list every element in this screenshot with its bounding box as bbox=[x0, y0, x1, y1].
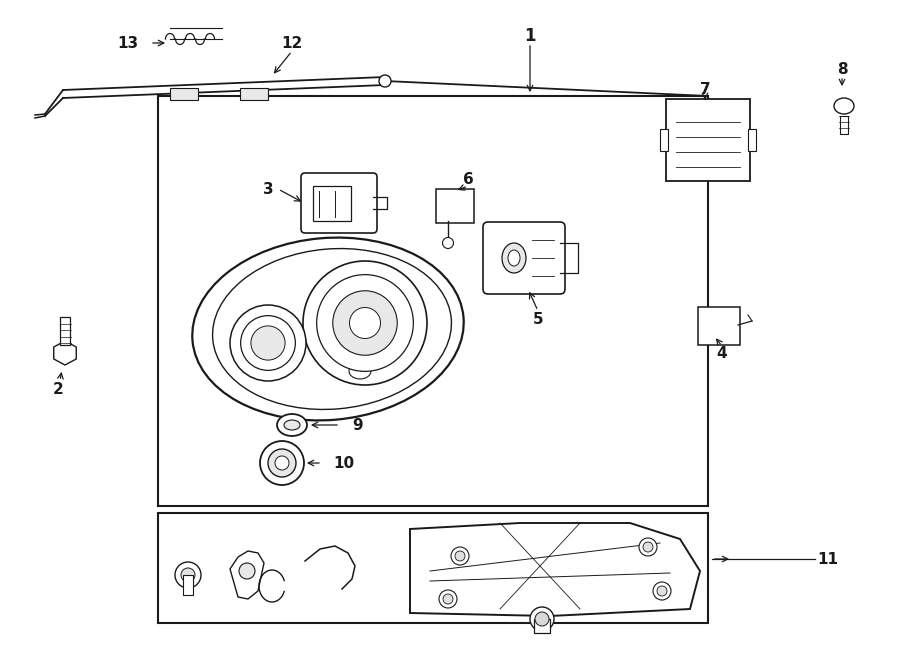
Circle shape bbox=[181, 568, 195, 582]
FancyBboxPatch shape bbox=[698, 307, 740, 345]
Circle shape bbox=[303, 261, 427, 385]
Circle shape bbox=[333, 291, 397, 355]
Circle shape bbox=[317, 274, 413, 371]
Text: 5: 5 bbox=[533, 311, 544, 327]
Circle shape bbox=[653, 582, 671, 600]
Polygon shape bbox=[54, 341, 76, 365]
Bar bbox=[240, 88, 268, 100]
Text: 10: 10 bbox=[333, 455, 355, 471]
Bar bbox=[748, 129, 756, 151]
Text: 8: 8 bbox=[837, 61, 847, 77]
Bar bbox=[158, 513, 708, 623]
Circle shape bbox=[379, 75, 391, 87]
Text: 13: 13 bbox=[117, 36, 139, 50]
FancyBboxPatch shape bbox=[436, 189, 474, 223]
Polygon shape bbox=[410, 523, 700, 616]
Circle shape bbox=[275, 456, 289, 470]
FancyBboxPatch shape bbox=[483, 222, 565, 294]
Bar bbox=[158, 96, 708, 506]
Ellipse shape bbox=[502, 243, 526, 273]
Text: 12: 12 bbox=[282, 36, 302, 50]
Circle shape bbox=[455, 551, 465, 561]
Text: 7: 7 bbox=[699, 81, 710, 97]
Circle shape bbox=[349, 307, 381, 338]
Bar bbox=[183, 575, 193, 595]
Circle shape bbox=[239, 563, 255, 579]
Ellipse shape bbox=[277, 414, 307, 436]
Circle shape bbox=[443, 594, 453, 604]
Bar bbox=[60, 317, 70, 345]
Circle shape bbox=[268, 449, 296, 477]
Bar bbox=[170, 88, 198, 100]
Text: 6: 6 bbox=[463, 171, 473, 186]
Circle shape bbox=[260, 441, 304, 485]
Bar bbox=[534, 619, 550, 633]
Circle shape bbox=[251, 326, 285, 360]
Text: 9: 9 bbox=[353, 418, 364, 432]
Polygon shape bbox=[230, 551, 264, 599]
Bar bbox=[660, 129, 668, 151]
Circle shape bbox=[443, 237, 454, 249]
Text: 11: 11 bbox=[817, 551, 839, 566]
Text: 3: 3 bbox=[263, 182, 274, 196]
Circle shape bbox=[530, 607, 554, 631]
Circle shape bbox=[439, 590, 457, 608]
FancyBboxPatch shape bbox=[301, 173, 377, 233]
Ellipse shape bbox=[508, 250, 520, 266]
Text: 1: 1 bbox=[524, 27, 536, 45]
Bar bbox=[840, 116, 848, 134]
Text: 2: 2 bbox=[52, 381, 63, 397]
Ellipse shape bbox=[212, 249, 452, 409]
Ellipse shape bbox=[193, 237, 464, 420]
FancyBboxPatch shape bbox=[666, 99, 750, 181]
Circle shape bbox=[639, 538, 657, 556]
Circle shape bbox=[451, 547, 469, 565]
Circle shape bbox=[175, 562, 201, 588]
Circle shape bbox=[657, 586, 667, 596]
Text: 4: 4 bbox=[716, 346, 727, 360]
Circle shape bbox=[643, 542, 653, 552]
Circle shape bbox=[230, 305, 306, 381]
Circle shape bbox=[240, 316, 295, 370]
Ellipse shape bbox=[349, 363, 371, 379]
Ellipse shape bbox=[284, 420, 300, 430]
Circle shape bbox=[535, 612, 549, 626]
FancyBboxPatch shape bbox=[313, 186, 351, 221]
Ellipse shape bbox=[834, 98, 854, 114]
